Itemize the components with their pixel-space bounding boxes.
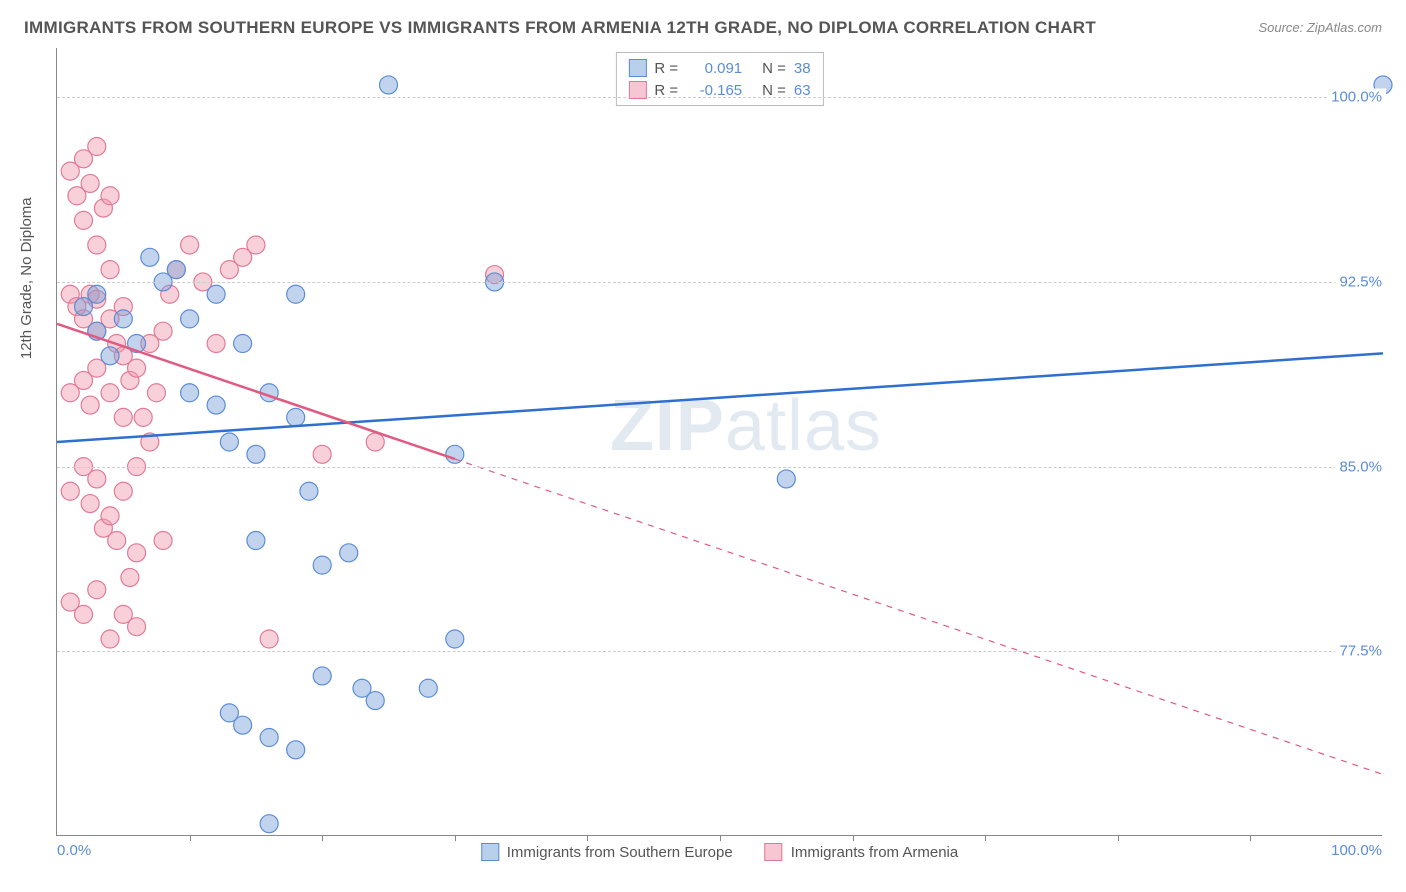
scatter-point <box>247 532 265 550</box>
scatter-point <box>340 544 358 562</box>
x-tick-mark <box>853 835 854 841</box>
x-tick-mark <box>190 835 191 841</box>
scatter-point <box>207 396 225 414</box>
x-tick-mark <box>720 835 721 841</box>
x-tick-mark <box>455 835 456 841</box>
plot-area: ZIPatlas R =0.091N =38R =-0.165N =63 0.0… <box>56 48 1382 836</box>
scatter-point <box>380 76 398 94</box>
scatter-point <box>247 445 265 463</box>
scatter-point <box>220 433 238 451</box>
scatter-point <box>446 445 464 463</box>
scatter-point <box>313 445 331 463</box>
scatter-point <box>141 248 159 266</box>
scatter-point <box>88 581 106 599</box>
x-tick-mark <box>985 835 986 841</box>
scatter-point <box>167 261 185 279</box>
scatter-point <box>446 630 464 648</box>
legend-item: Immigrants from Southern Europe <box>481 843 733 861</box>
legend-item: Immigrants from Armenia <box>765 843 959 861</box>
gridline <box>57 97 1382 98</box>
x-tick-start: 0.0% <box>57 842 91 859</box>
scatter-point <box>287 741 305 759</box>
legend-label: Immigrants from Southern Europe <box>507 844 733 861</box>
scatter-point <box>366 433 384 451</box>
scatter-point <box>207 285 225 303</box>
legend-swatch <box>481 843 499 861</box>
scatter-point <box>313 667 331 685</box>
scatter-point <box>101 261 119 279</box>
scatter-point <box>181 384 199 402</box>
scatter-point <box>234 716 252 734</box>
scatter-point <box>260 630 278 648</box>
x-tick-mark <box>587 835 588 841</box>
scatter-point <box>147 384 165 402</box>
scatter-point <box>313 556 331 574</box>
scatter-point <box>260 815 278 833</box>
scatter-point <box>101 384 119 402</box>
y-tick-label: 77.5% <box>1335 643 1386 660</box>
y-tick-label: 85.0% <box>1335 458 1386 475</box>
scatter-point <box>260 729 278 747</box>
scatter-point <box>154 322 172 340</box>
scatter-point <box>207 335 225 353</box>
scatter-point <box>88 470 106 488</box>
x-tick-mark <box>322 835 323 841</box>
scatter-point <box>287 285 305 303</box>
scatter-point <box>75 211 93 229</box>
scatter-point <box>75 605 93 623</box>
scatter-point <box>121 568 139 586</box>
scatter-point <box>81 495 99 513</box>
scatter-point <box>134 408 152 426</box>
scatter-point <box>234 335 252 353</box>
gridline <box>57 467 1382 468</box>
scatter-point <box>128 544 146 562</box>
scatter-point <box>88 138 106 156</box>
scatter-point <box>101 507 119 525</box>
y-tick-label: 92.5% <box>1335 273 1386 290</box>
scatter-point <box>81 174 99 192</box>
scatter-point <box>154 532 172 550</box>
scatter-point <box>108 532 126 550</box>
plot-svg <box>57 48 1382 835</box>
scatter-point <box>287 408 305 426</box>
scatter-point <box>128 618 146 636</box>
scatter-point <box>181 236 199 254</box>
scatter-point <box>114 408 132 426</box>
series-legend: Immigrants from Southern Europe Immigrant… <box>481 843 958 861</box>
scatter-point <box>88 236 106 254</box>
y-axis-label: 12th Grade, No Diploma <box>18 197 35 359</box>
regression-line <box>57 353 1383 442</box>
scatter-point <box>61 482 79 500</box>
scatter-point <box>101 347 119 365</box>
x-tick-mark <box>1118 835 1119 841</box>
scatter-point <box>366 692 384 710</box>
scatter-point <box>247 236 265 254</box>
y-tick-label: 100.0% <box>1327 89 1386 106</box>
legend-swatch <box>765 843 783 861</box>
scatter-point <box>88 285 106 303</box>
chart-title: IMMIGRANTS FROM SOUTHERN EUROPE VS IMMIG… <box>24 18 1096 38</box>
gridline <box>57 282 1382 283</box>
regression-line-dashed <box>455 459 1383 774</box>
scatter-point <box>181 310 199 328</box>
scatter-point <box>101 630 119 648</box>
scatter-point <box>777 470 795 488</box>
legend-label: Immigrants from Armenia <box>791 844 959 861</box>
scatter-point <box>114 310 132 328</box>
scatter-point <box>101 187 119 205</box>
scatter-point <box>128 359 146 377</box>
x-tick-end: 100.0% <box>1331 842 1382 859</box>
scatter-point <box>419 679 437 697</box>
x-tick-mark <box>1250 835 1251 841</box>
scatter-point <box>81 396 99 414</box>
gridline <box>57 651 1382 652</box>
scatter-point <box>300 482 318 500</box>
scatter-point <box>114 482 132 500</box>
source-label: Source: ZipAtlas.com <box>1258 20 1382 35</box>
